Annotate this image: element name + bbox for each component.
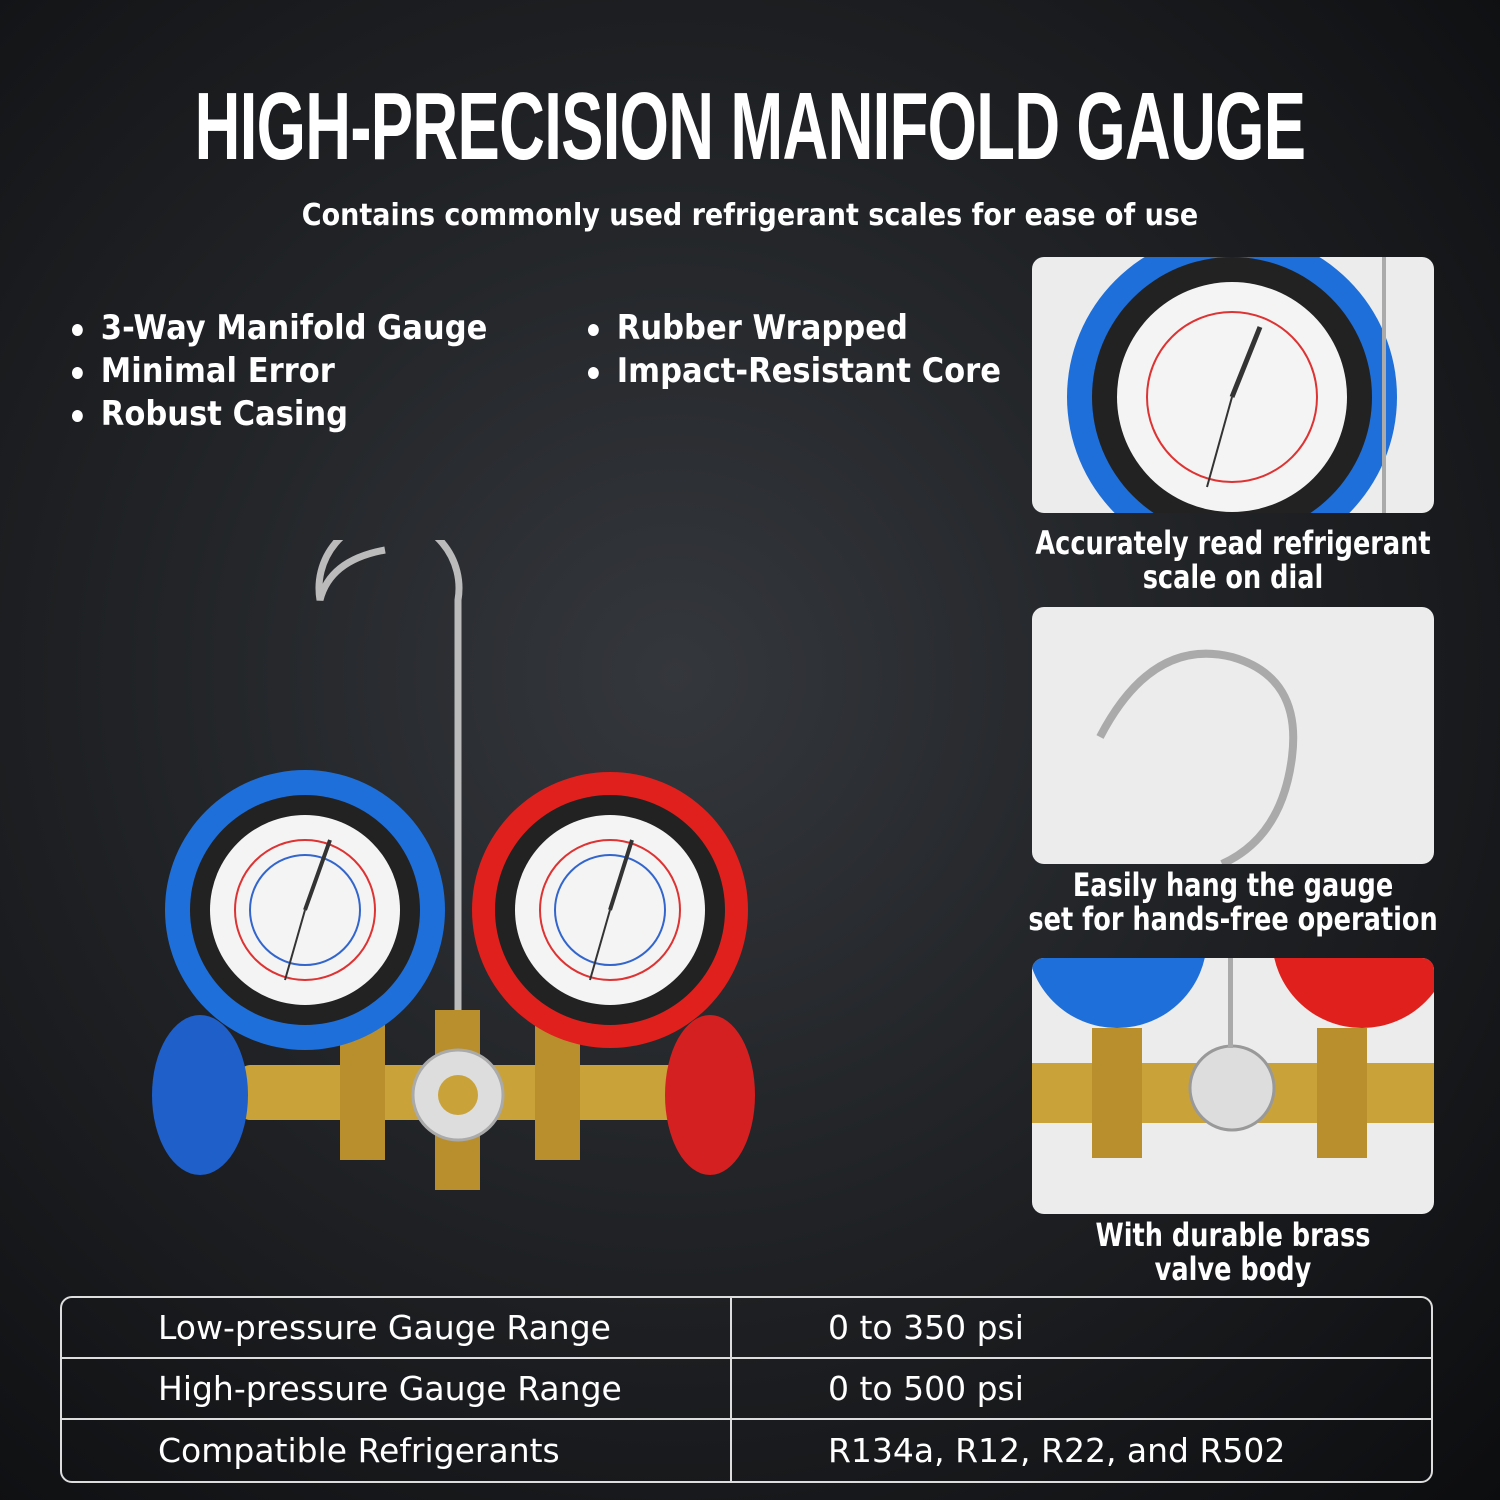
spec-label: Low-pressure Gauge Range [62, 1298, 732, 1359]
page-subtitle: Contains commonly used refrigerant scale… [301, 198, 1199, 233]
feature-list-left: 3-Way Manifold Gauge Minimal Error Robus… [72, 307, 534, 436]
feature-item: Robust Casing [72, 393, 487, 436]
panel-caption: Easily hang the gauge set for hands-free … [1028, 866, 1438, 938]
manifold-gauge-image [152, 540, 755, 1190]
spec-label: Compatible Refrigerants [62, 1420, 732, 1481]
brass-valve-image [1032, 958, 1434, 1158]
table-row: Low-pressure Gauge Range 0 to 350 psi [62, 1298, 1431, 1359]
feature-item: 3-Way Manifold Gauge [72, 307, 487, 350]
feature-item: Minimal Error [72, 350, 487, 393]
page-title: HIGH-PRECISION MANIFOLD GAUGE [194, 73, 1306, 180]
low-pressure-gauge [165, 770, 445, 1050]
hook [315, 540, 463, 1040]
feature-list-right: Rubber Wrapped Impact-Resistant Core [588, 307, 1047, 393]
hook-closeup-panel [1032, 607, 1434, 864]
panel-caption: Accurately read refrigerant scale on dial [1035, 524, 1431, 596]
dial-closeup-panel [1032, 257, 1434, 513]
red-knob [665, 1015, 755, 1175]
table-row: High-pressure Gauge Range 0 to 500 psi [62, 1359, 1431, 1420]
feature-item: Rubber Wrapped [588, 307, 1001, 350]
spec-table: Low-pressure Gauge Range 0 to 350 psi Hig… [60, 1296, 1433, 1483]
spec-value: 0 to 500 psi [732, 1359, 1431, 1420]
gauge-dial-image [1067, 257, 1397, 513]
table-row: Compatible Refrigerants R134a, R12, R22, … [62, 1420, 1431, 1481]
spec-value: 0 to 350 psi [732, 1298, 1431, 1359]
spec-label: High-pressure Gauge Range [62, 1359, 732, 1420]
spec-value: R134a, R12, R22, and R502 [828, 1431, 1286, 1470]
valve-closeup-panel [1032, 958, 1434, 1214]
panel-caption: With durable brass valve body [1095, 1216, 1371, 1288]
blue-knob [152, 1015, 248, 1175]
feature-item: Impact-Resistant Core [588, 350, 1001, 393]
high-pressure-gauge [472, 772, 748, 1048]
hook-image [1096, 649, 1298, 864]
